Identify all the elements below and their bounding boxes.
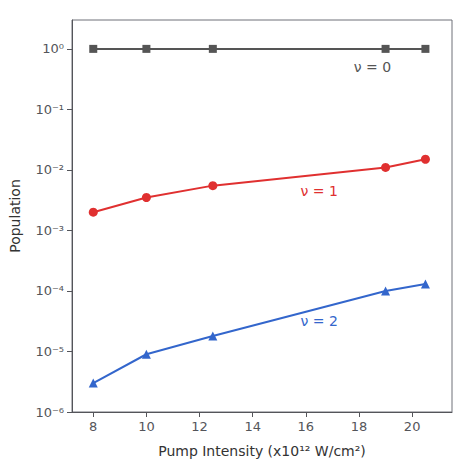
svg-text:10⁻¹: 10⁻¹ bbox=[35, 102, 64, 117]
svg-text:ν = 0: ν = 0 bbox=[354, 59, 391, 75]
svg-text:10⁻³: 10⁻³ bbox=[35, 223, 64, 238]
svg-text:ν = 1: ν = 1 bbox=[301, 183, 338, 199]
svg-text:8: 8 bbox=[89, 419, 97, 434]
svg-text:10⁻⁵: 10⁻⁵ bbox=[35, 344, 64, 359]
svg-text:10⁰: 10⁰ bbox=[42, 41, 64, 56]
svg-text:ν = 2: ν = 2 bbox=[301, 313, 338, 329]
svg-text:18: 18 bbox=[351, 419, 368, 434]
svg-text:Pump Intensity (x10¹² W/cm²): Pump Intensity (x10¹² W/cm²) bbox=[158, 443, 366, 459]
svg-text:10⁻⁴: 10⁻⁴ bbox=[35, 283, 64, 298]
svg-text:10⁻⁶: 10⁻⁶ bbox=[35, 405, 64, 420]
svg-text:10: 10 bbox=[138, 419, 155, 434]
svg-text:12: 12 bbox=[191, 419, 208, 434]
svg-text:Population: Population bbox=[7, 179, 23, 253]
svg-text:14: 14 bbox=[244, 419, 261, 434]
svg-text:16: 16 bbox=[298, 419, 315, 434]
svg-text:10⁻²: 10⁻² bbox=[35, 162, 64, 177]
svg-text:20: 20 bbox=[404, 419, 421, 434]
